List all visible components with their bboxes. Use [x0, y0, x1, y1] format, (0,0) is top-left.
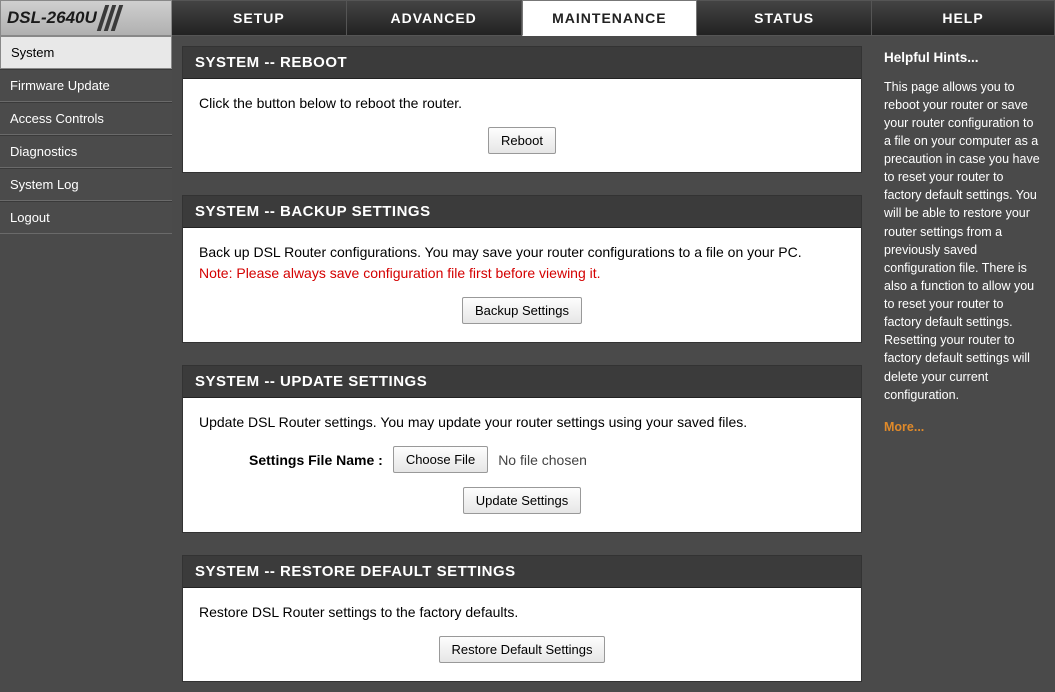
backup-settings-button[interactable]: Backup Settings — [462, 297, 582, 324]
choose-file-button[interactable]: Choose File — [393, 446, 488, 473]
sidebar-item-label: Firmware Update — [10, 78, 110, 93]
help-title: Helpful Hints... — [884, 48, 1043, 68]
sidebar-item-label: Diagnostics — [10, 144, 77, 159]
sidebar-item-diagnostics[interactable]: Diagnostics — [0, 135, 172, 168]
sidebar-item-firmware-update[interactable]: Firmware Update — [0, 69, 172, 102]
tab-advanced[interactable]: ADVANCED — [347, 0, 522, 36]
tab-help-label: HELP — [942, 10, 983, 26]
update-panel: SYSTEM -- UPDATE SETTINGS Update DSL Rou… — [182, 365, 862, 533]
help-sidebar: Helpful Hints... This page allows you to… — [872, 36, 1055, 692]
backup-panel-note: Note: Please always save configuration f… — [199, 265, 601, 281]
tab-advanced-label: ADVANCED — [390, 10, 476, 26]
reboot-button[interactable]: Reboot — [488, 127, 556, 154]
settings-file-label: Settings File Name : — [249, 450, 383, 470]
backup-panel-header: SYSTEM -- BACKUP SETTINGS — [183, 196, 861, 228]
logo-stripes-icon — [97, 5, 123, 31]
tab-help[interactable]: HELP — [872, 0, 1055, 36]
help-body-text: This page allows you to reboot your rout… — [884, 78, 1043, 404]
sidebar-item-logout[interactable]: Logout — [0, 201, 172, 234]
sidebar-item-label: Logout — [10, 210, 50, 225]
tab-status-label: STATUS — [754, 10, 814, 26]
sidebar-item-access-controls[interactable]: Access Controls — [0, 102, 172, 135]
reboot-panel-header: SYSTEM -- REBOOT — [183, 47, 861, 79]
restore-default-button[interactable]: Restore Default Settings — [439, 636, 606, 663]
reboot-panel-text: Click the button below to reboot the rou… — [199, 93, 845, 113]
help-more-link[interactable]: More... — [884, 418, 1043, 436]
tab-setup[interactable]: SETUP — [172, 0, 347, 36]
tab-maintenance-label: MAINTENANCE — [552, 10, 666, 26]
update-panel-text: Update DSL Router settings. You may upda… — [199, 412, 845, 432]
sidebar: System Firmware Update Access Controls D… — [0, 36, 172, 692]
tab-maintenance[interactable]: MAINTENANCE — [522, 0, 698, 36]
tab-setup-label: SETUP — [233, 10, 285, 26]
update-settings-button[interactable]: Update Settings — [463, 487, 582, 514]
tab-status[interactable]: STATUS — [697, 0, 872, 36]
sidebar-item-label: Access Controls — [10, 111, 104, 126]
restore-panel-header: SYSTEM -- RESTORE DEFAULT SETTINGS — [183, 556, 861, 588]
sidebar-item-system-log[interactable]: System Log — [0, 168, 172, 201]
main-content: SYSTEM -- REBOOT Click the button below … — [172, 36, 872, 692]
restore-panel-text: Restore DSL Router settings to the facto… — [199, 602, 845, 622]
sidebar-item-system[interactable]: System — [0, 36, 172, 69]
device-model-text: DSL-2640U — [7, 8, 97, 28]
reboot-panel: SYSTEM -- REBOOT Click the button below … — [182, 46, 862, 173]
update-panel-header: SYSTEM -- UPDATE SETTINGS — [183, 366, 861, 398]
backup-panel-text: Back up DSL Router configurations. You m… — [199, 244, 802, 260]
device-model-logo: DSL-2640U — [0, 0, 172, 36]
file-chosen-status: No file chosen — [498, 450, 587, 470]
backup-panel: SYSTEM -- BACKUP SETTINGS Back up DSL Ro… — [182, 195, 862, 343]
restore-panel: SYSTEM -- RESTORE DEFAULT SETTINGS Resto… — [182, 555, 862, 682]
sidebar-item-label: System Log — [10, 177, 79, 192]
sidebar-item-label: System — [11, 45, 54, 60]
